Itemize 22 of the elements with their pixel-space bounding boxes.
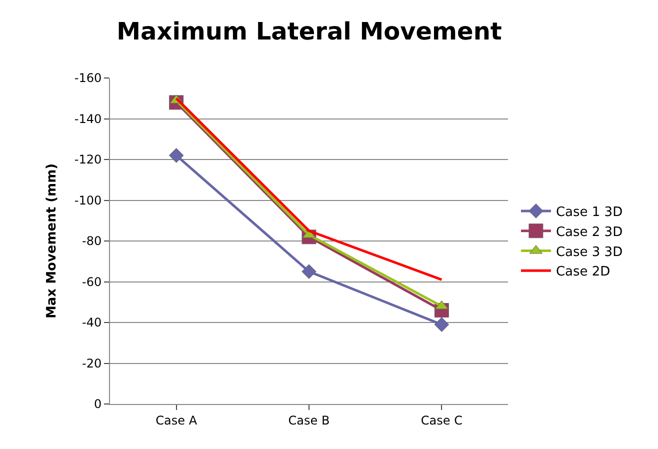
y-tick-label: -100 xyxy=(74,193,102,208)
y-axis-title: Max Movement (mm) xyxy=(44,163,60,319)
y-tick-label: -80 xyxy=(82,234,102,248)
y-tick-label: -20 xyxy=(82,356,102,370)
x-tick-label: Case C xyxy=(420,413,462,428)
y-tick-label: -160 xyxy=(74,71,102,86)
point xyxy=(435,300,448,310)
point xyxy=(168,148,184,163)
legend-label: Case 2 3D xyxy=(556,224,623,240)
y-tick-label: -40 xyxy=(82,316,102,330)
chart-title: Maximum Lateral Movement xyxy=(116,17,502,46)
y-tick-label: -60 xyxy=(82,274,102,289)
legend-label: Case 3 3D xyxy=(556,244,623,260)
y-tick-label: -140 xyxy=(74,112,102,126)
legend-label: Case 1 3D xyxy=(556,205,623,220)
y-tick-label: -120 xyxy=(74,152,102,167)
x-tick-label: Case A xyxy=(156,413,198,428)
point xyxy=(302,264,316,279)
y-tick-label: 0 xyxy=(94,397,102,412)
legend-label: Case 2D xyxy=(556,264,610,280)
x-tick-label: Case B xyxy=(288,413,330,428)
point xyxy=(434,317,450,332)
